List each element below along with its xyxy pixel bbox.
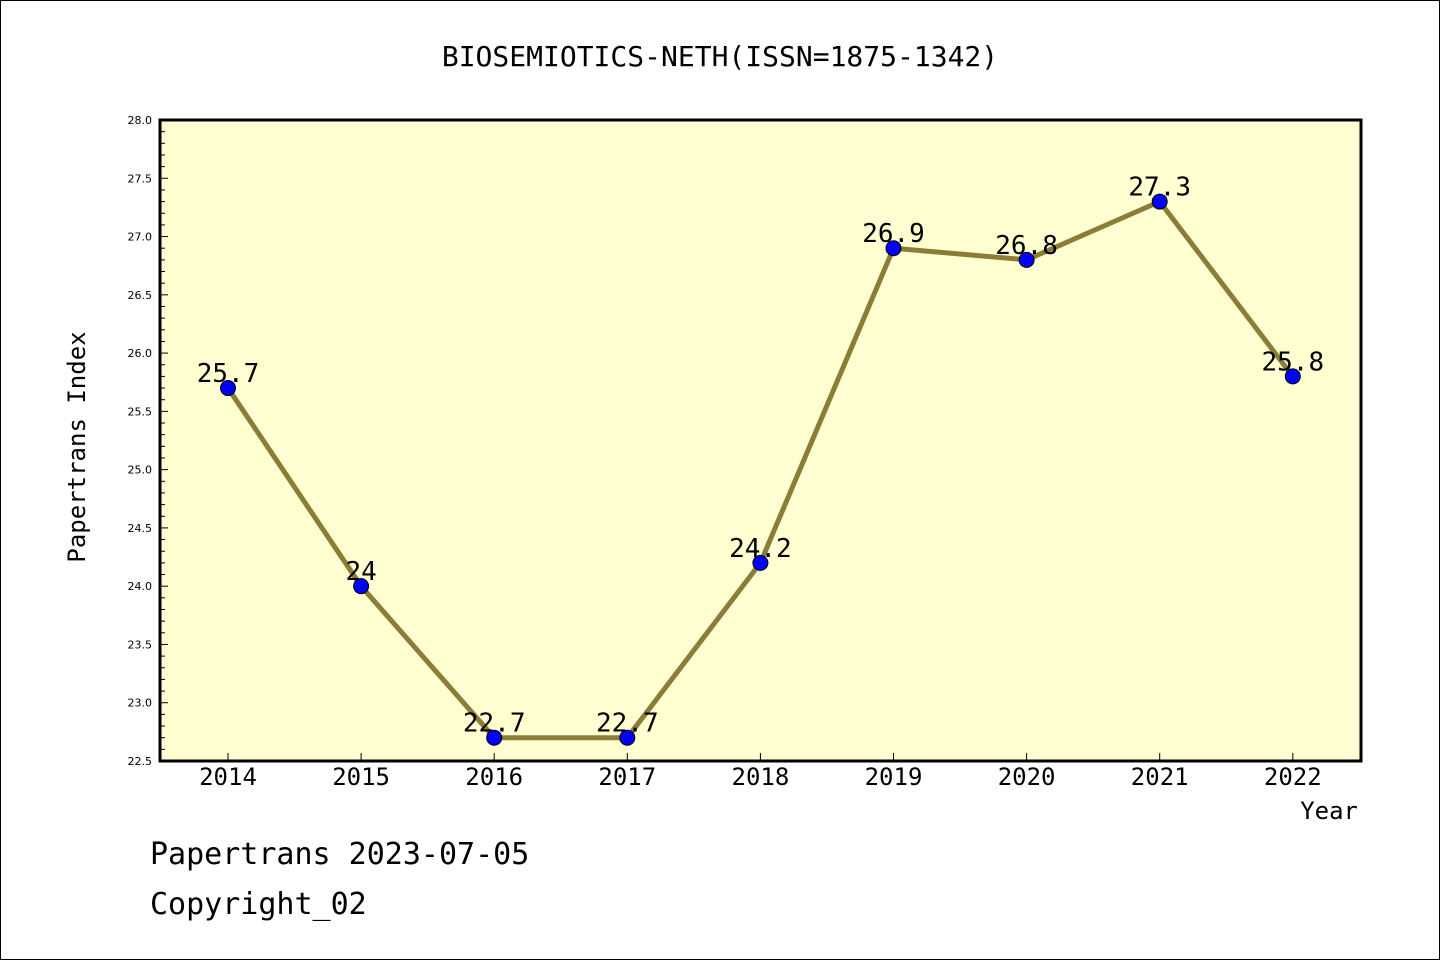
data-label: 22.7 [463, 709, 526, 739]
x-axis: 2014 2015 2016 2017 2018 2019 2020 2021 2022 [199, 753, 1322, 791]
y-tick-label: 23.0 [128, 697, 153, 710]
x-tick-label: 2018 [732, 763, 790, 791]
y-tick-label: 27.5 [128, 172, 153, 185]
y-tick-label: 24.5 [128, 522, 153, 535]
y-tick-label: 25.5 [128, 405, 153, 418]
data-label: 26.8 [995, 231, 1058, 261]
data-point [353, 578, 370, 595]
data-label: 22.7 [596, 709, 659, 739]
x-axis-label: Year [1300, 797, 1358, 825]
data-point [885, 240, 902, 257]
data-point [1151, 193, 1168, 210]
data-label: 27.3 [1128, 173, 1191, 203]
data-label: 24.2 [729, 534, 792, 564]
data-point [1284, 368, 1301, 385]
footer-copyright: Copyright_02 [150, 887, 367, 922]
y-axis: 22.5 23.0 23.5 24.0 24.5 25.0 25.5 26.0 26.5 27.0… [128, 114, 168, 768]
data-label: 26.9 [862, 219, 925, 249]
x-tick-label: 2022 [1264, 763, 1322, 791]
y-tick-label: 22.5 [128, 755, 153, 768]
data-label: 24 [345, 557, 376, 587]
y-tick-label: 23.5 [128, 638, 153, 651]
x-tick-label: 2017 [598, 763, 656, 791]
data-point [486, 729, 503, 746]
data-point [619, 729, 636, 746]
x-tick-label: 2019 [865, 763, 923, 791]
x-tick-label: 2014 [199, 763, 257, 791]
data-point [752, 554, 769, 571]
y-tick-label: 25.0 [128, 464, 153, 477]
series-layer: 25.7 24 22.7 22.7 24.2 26.9 26.8 27.3 25.8 [197, 173, 1324, 746]
y-tick-label: 26.5 [128, 289, 153, 302]
y-axis-label: Papertrans Index [63, 331, 91, 562]
data-point [1018, 251, 1035, 268]
x-tick-label: 2015 [332, 763, 390, 791]
y-tick-label: 24.0 [128, 580, 153, 593]
data-point [220, 380, 236, 397]
y-tick-label: 28.0 [128, 114, 153, 127]
data-label: 25.8 [1261, 347, 1324, 377]
x-tick-label: 2016 [465, 763, 523, 791]
plot-area [158, 118, 1363, 763]
data-label: 25.7 [197, 359, 260, 389]
x-tick-label: 2020 [998, 763, 1056, 791]
y-tick-label: 27.0 [128, 231, 153, 244]
x-tick-label: 2021 [1131, 763, 1189, 791]
y-tick-label: 26.0 [128, 347, 153, 360]
chart-title: BIOSEMIOTICS-NETH(ISSN=1875-1342) [442, 40, 998, 73]
footer-date: Papertrans 2023-07-05 [150, 837, 529, 872]
